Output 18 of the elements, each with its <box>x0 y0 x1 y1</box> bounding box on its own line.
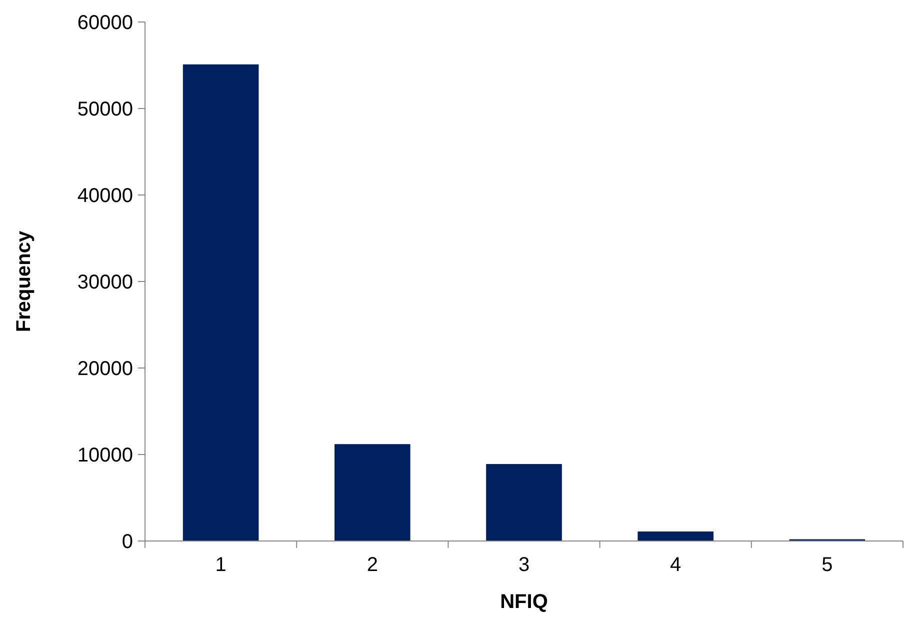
y-axis-title: Frequency <box>13 230 35 332</box>
y-tick-label: 20000 <box>77 358 133 380</box>
x-axis-title: NFIQ <box>500 591 548 613</box>
x-tick-label: 4 <box>670 554 682 576</box>
y-tick-label: 60000 <box>77 12 133 34</box>
bar <box>182 64 259 541</box>
bar <box>638 531 714 541</box>
y-tick-label: 40000 <box>77 185 133 207</box>
y-tick-label: 0 <box>122 531 133 553</box>
x-tick-label: 5 <box>822 554 833 576</box>
x-tick-label: 1 <box>215 554 226 576</box>
bar <box>486 464 562 541</box>
y-tick-label: 30000 <box>77 272 133 294</box>
x-tick-label: 2 <box>366 554 378 576</box>
bar <box>334 444 410 541</box>
y-tick-label: 10000 <box>77 444 133 466</box>
y-tick-label: 50000 <box>77 98 133 120</box>
x-tick-label: 3 <box>518 554 530 576</box>
